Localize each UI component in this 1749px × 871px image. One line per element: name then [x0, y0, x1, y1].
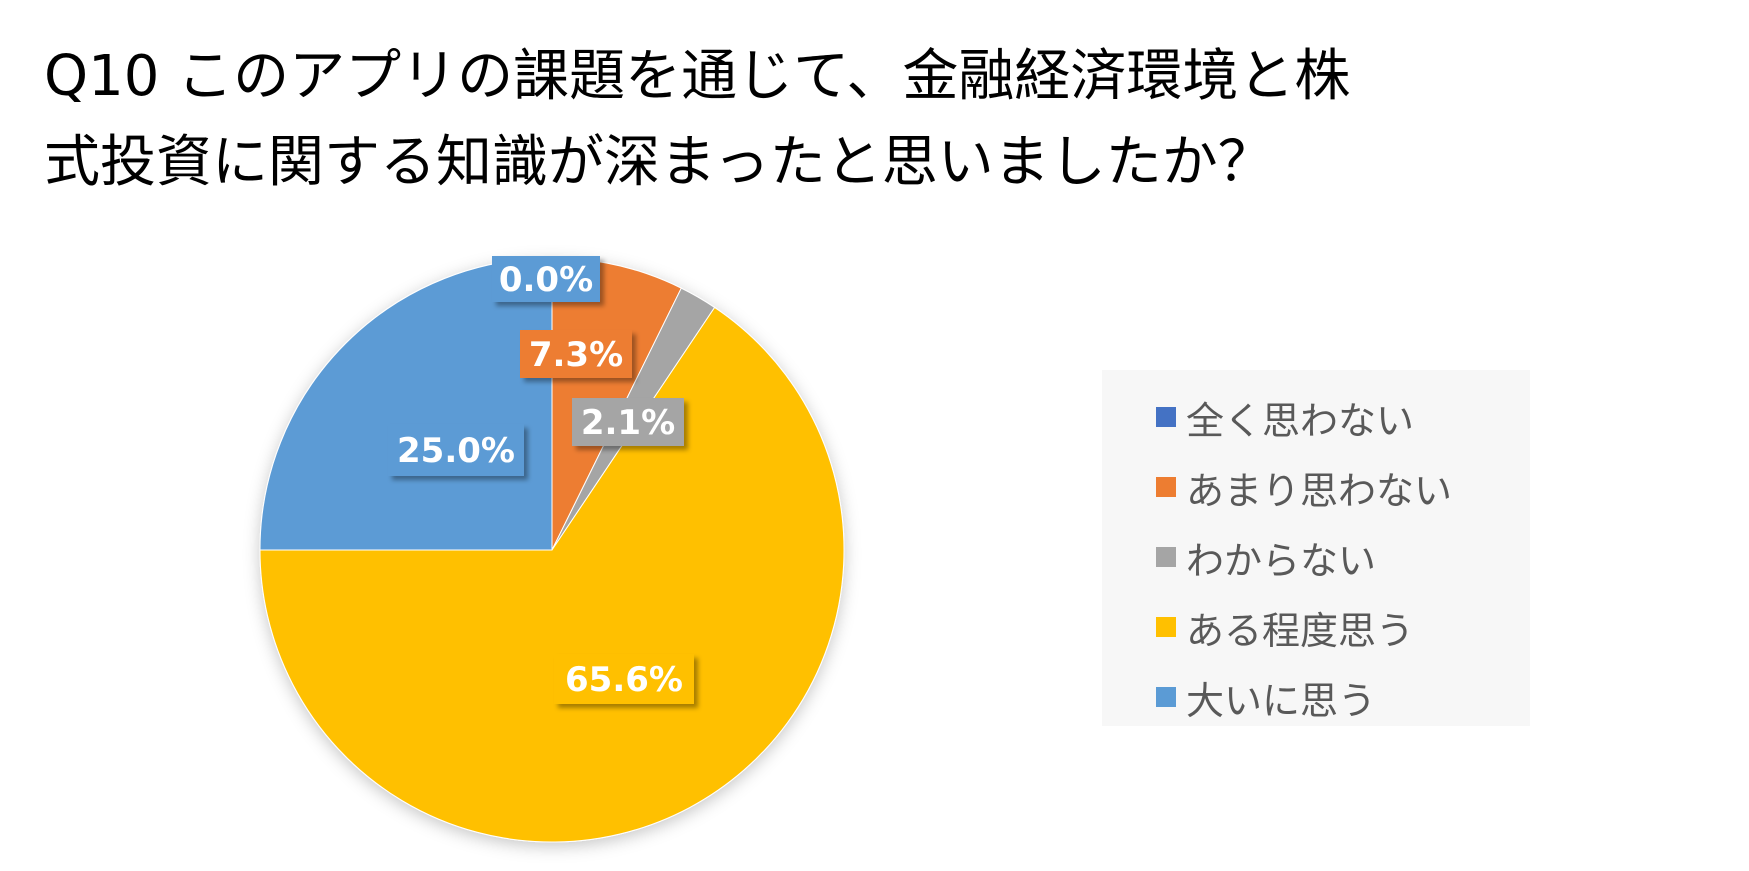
chart-title: Q10 このアプリの課題を通じて、金融経済環境と株 式投資に関する知識が深まった…	[44, 34, 1704, 206]
data-label-aru-teido-omou: 65.6%	[554, 654, 694, 704]
legend-item: あまり思わない	[1156, 452, 1530, 522]
data-label-zenku-omowanai: 0.0%	[492, 256, 600, 302]
data-label-box	[388, 424, 524, 476]
legend-swatch-icon	[1156, 547, 1176, 567]
pie-slices	[259, 257, 845, 843]
data-label-wakaranai: 2.1%	[572, 398, 684, 446]
legend-swatch-icon	[1156, 477, 1176, 497]
data-label-box	[492, 256, 600, 302]
legend-item: 全く思わない	[1156, 382, 1530, 452]
legend-swatch-icon	[1156, 687, 1176, 707]
legend-item: 大いに思う	[1156, 662, 1530, 732]
chart-title-line-1: Q10 このアプリの課題を通じて、金融経済環境と株	[44, 44, 1351, 109]
data-label-box	[554, 654, 694, 704]
legend-item: ある程度思う	[1156, 592, 1530, 662]
data-label-text: 2.1%	[581, 403, 675, 443]
pie-data-labels: 0.0% 7.3% 2.1% 65.6% 25.0%	[388, 256, 694, 704]
chart-title-line-2: 式投資に関する知識が深まったと思いましたか？	[44, 130, 1274, 195]
legend-item: わからない	[1156, 522, 1530, 592]
data-label-text: 65.6%	[565, 660, 683, 700]
pie-slice-aru-teido-omou	[259, 306, 845, 843]
data-label-text: 0.0%	[499, 260, 593, 300]
data-label-text: 7.3%	[529, 335, 623, 375]
legend: 全く思わない あまり思わない わからない ある程度思う 大いに思う	[1102, 370, 1530, 726]
data-label-oini-omou: 25.0%	[388, 424, 524, 476]
legend-label: あまり思わない	[1186, 468, 1453, 513]
data-label-box	[520, 330, 632, 378]
data-label-text: 25.0%	[397, 431, 515, 471]
data-label-amari-omowanai: 7.3%	[520, 330, 632, 378]
legend-swatch-icon	[1156, 407, 1176, 427]
data-label-box	[572, 398, 684, 446]
legend-label: 大いに思う	[1186, 678, 1377, 723]
legend-label: 全く思わない	[1186, 398, 1415, 443]
legend-label: わからない	[1186, 538, 1377, 583]
legend-swatch-icon	[1156, 617, 1176, 637]
legend-label: ある程度思う	[1186, 608, 1415, 653]
